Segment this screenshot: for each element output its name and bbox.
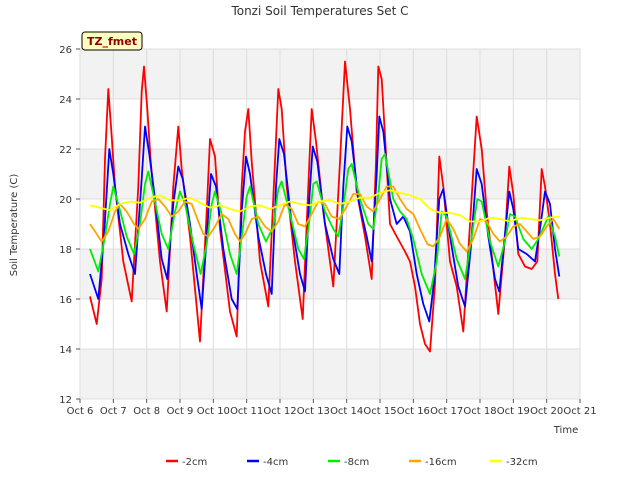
x-tick-label: Oct 16 <box>397 406 430 417</box>
x-axis-ticks: Oct 6 Oct 7 Oct 8 Oct 9 Oct 10 Oct 11 Oct 12 Oc… <box>67 399 597 417</box>
x-tick-label: Oct 9 <box>167 406 194 417</box>
series-layer <box>89 60 561 353</box>
x-tick-label: Oct 11 <box>230 406 263 417</box>
y-tick-label: 20 <box>59 195 72 206</box>
plot-band <box>80 349 580 399</box>
x-tick-label: Oct 21 <box>563 406 596 417</box>
x-tick-label: Oct 17 <box>430 406 463 417</box>
x-tick-label: Oct 18 <box>463 406 496 417</box>
x-tick-label: Oct 10 <box>197 406 230 417</box>
station-badge-box <box>81 31 143 51</box>
x-axis-title: Time <box>553 425 578 436</box>
plot-background <box>79 48 581 400</box>
x-tick-label: Oct 14 <box>330 406 363 417</box>
y-tick-label: 12 <box>59 395 72 406</box>
y-tick-label: 16 <box>59 295 72 306</box>
x-tick-label: Oct 20 <box>530 406 563 417</box>
plot-band <box>80 49 580 99</box>
y-tick-label: 14 <box>59 345 72 356</box>
series-line-8cmcm <box>89 153 561 295</box>
legend-label: -32cm <box>506 457 538 468</box>
x-tick-label: Oct 13 <box>297 406 330 417</box>
y-axis-ticks: 12 14 16 18 20 22 24 26 <box>59 45 80 406</box>
legend-label: -4cm <box>263 457 288 468</box>
y-tick-label: 22 <box>59 145 72 156</box>
station-badge-label: TZ_fmet <box>87 35 137 48</box>
y-axis-title: Soil Temperature (C) <box>9 174 20 277</box>
series-line-2cmcm <box>89 60 560 353</box>
x-tick-label: Oct 7 <box>100 406 127 417</box>
x-tick-label: Oct 15 <box>363 406 396 417</box>
series-line-32cmcm <box>89 189 560 223</box>
grid-lines <box>79 48 581 400</box>
y-tick-label: 24 <box>59 95 72 106</box>
legend-label: -16cm <box>425 457 457 468</box>
plot-band <box>80 149 580 199</box>
y-tick-label: 18 <box>59 245 72 256</box>
x-tick-label: Oct 19 <box>497 406 530 417</box>
station-badge: TZ_fmet <box>81 31 143 51</box>
legend: -2cm -4cm -8cm -16cm -32cm <box>166 457 538 468</box>
chart-title: Tonzi Soil Temperatures Set C <box>230 4 408 18</box>
y-tick-label: 26 <box>59 45 72 56</box>
x-tick-label: Oct 12 <box>263 406 296 417</box>
x-tick-label: Oct 8 <box>133 406 160 417</box>
legend-label: -2cm <box>182 457 207 468</box>
legend-label: -8cm <box>344 457 369 468</box>
x-tick-label: Oct 6 <box>67 406 94 417</box>
